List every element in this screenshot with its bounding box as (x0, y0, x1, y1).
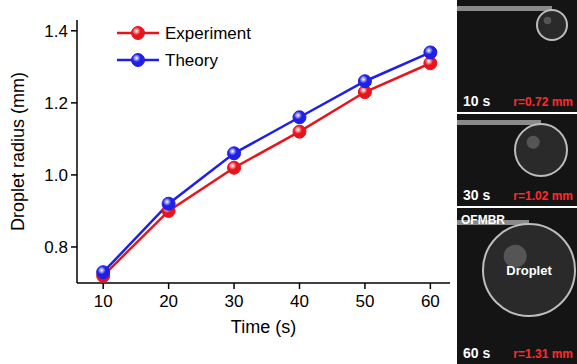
capillary (457, 6, 552, 11)
inset-background (457, 208, 577, 364)
inset-device-label: OFMBR (461, 213, 505, 227)
x-tick-label: 10 (94, 292, 113, 311)
data-point (358, 75, 371, 88)
legend-marker (132, 54, 145, 67)
inset-panel: 30 s r=1.02 mm (457, 114, 577, 206)
droplet-shape (537, 10, 567, 40)
inset-radius-label: r=1.31 mm (513, 347, 573, 361)
x-tick-label: 40 (290, 292, 309, 311)
plot-area (97, 46, 437, 282)
x-tick-label: 50 (355, 292, 374, 311)
y-tick (71, 246, 77, 248)
droplet-shape (483, 224, 575, 316)
data-point (228, 161, 241, 174)
y-tick (71, 174, 77, 176)
data-point (97, 266, 110, 279)
x-tick (364, 283, 366, 289)
inset-time-label: 60 s (463, 345, 490, 361)
inset-radius-label: r=0.72 mm (513, 95, 573, 109)
x-tick (168, 283, 170, 289)
data-point (424, 46, 437, 59)
inset-panel: 60 s r=1.31 mm OFMBR Droplet (457, 208, 577, 364)
inset-background (457, 114, 577, 206)
inset-time-label: 10 s (463, 93, 490, 109)
x-axis-title: Time (s) (231, 317, 296, 337)
legend: Experiment Theory (117, 24, 251, 70)
data-point (162, 197, 175, 210)
y-tick (71, 30, 77, 32)
capillary (457, 120, 541, 125)
data-point (293, 111, 306, 124)
inset-background (457, 0, 577, 112)
x-axis-line (77, 282, 450, 284)
inset-panel: 10 s r=0.72 mm (457, 0, 577, 112)
x-tick (430, 283, 432, 289)
y-axis-title: Droplet radius (mm) (8, 72, 28, 231)
series-line (103, 52, 430, 272)
legend-label: Experiment (165, 24, 251, 43)
y-tick-label: 0.8 (44, 238, 68, 257)
x-tick (233, 283, 235, 289)
y-tick-label: 1.0 (44, 166, 68, 185)
x-tick-label: 20 (159, 292, 178, 311)
legend-label: Theory (165, 51, 218, 70)
y-tick (71, 102, 77, 104)
inset-time-label: 30 s (463, 187, 490, 203)
droplet-highlight (527, 136, 540, 149)
inset-droplet-label: Droplet (506, 263, 552, 278)
x-tick (299, 283, 301, 289)
data-point (228, 147, 241, 160)
data-point (293, 125, 306, 138)
x-tick-label: 60 (421, 292, 440, 311)
y-tick-label: 1.2 (44, 94, 68, 113)
chart: 10 20 30 40 50 60 0.8 1.0 1.2 1.4 Time (s) Droplet … (0, 0, 577, 364)
legend-marker (132, 27, 145, 40)
droplet-highlight (544, 17, 552, 25)
y-tick-label: 1.4 (44, 22, 68, 41)
inset-radius-label: r=1.02 mm (513, 189, 573, 203)
x-tick-label: 30 (225, 292, 244, 311)
series-line (103, 63, 430, 276)
x-tick (102, 283, 104, 289)
droplet-shape (515, 124, 567, 176)
y-axis-line (76, 20, 78, 283)
